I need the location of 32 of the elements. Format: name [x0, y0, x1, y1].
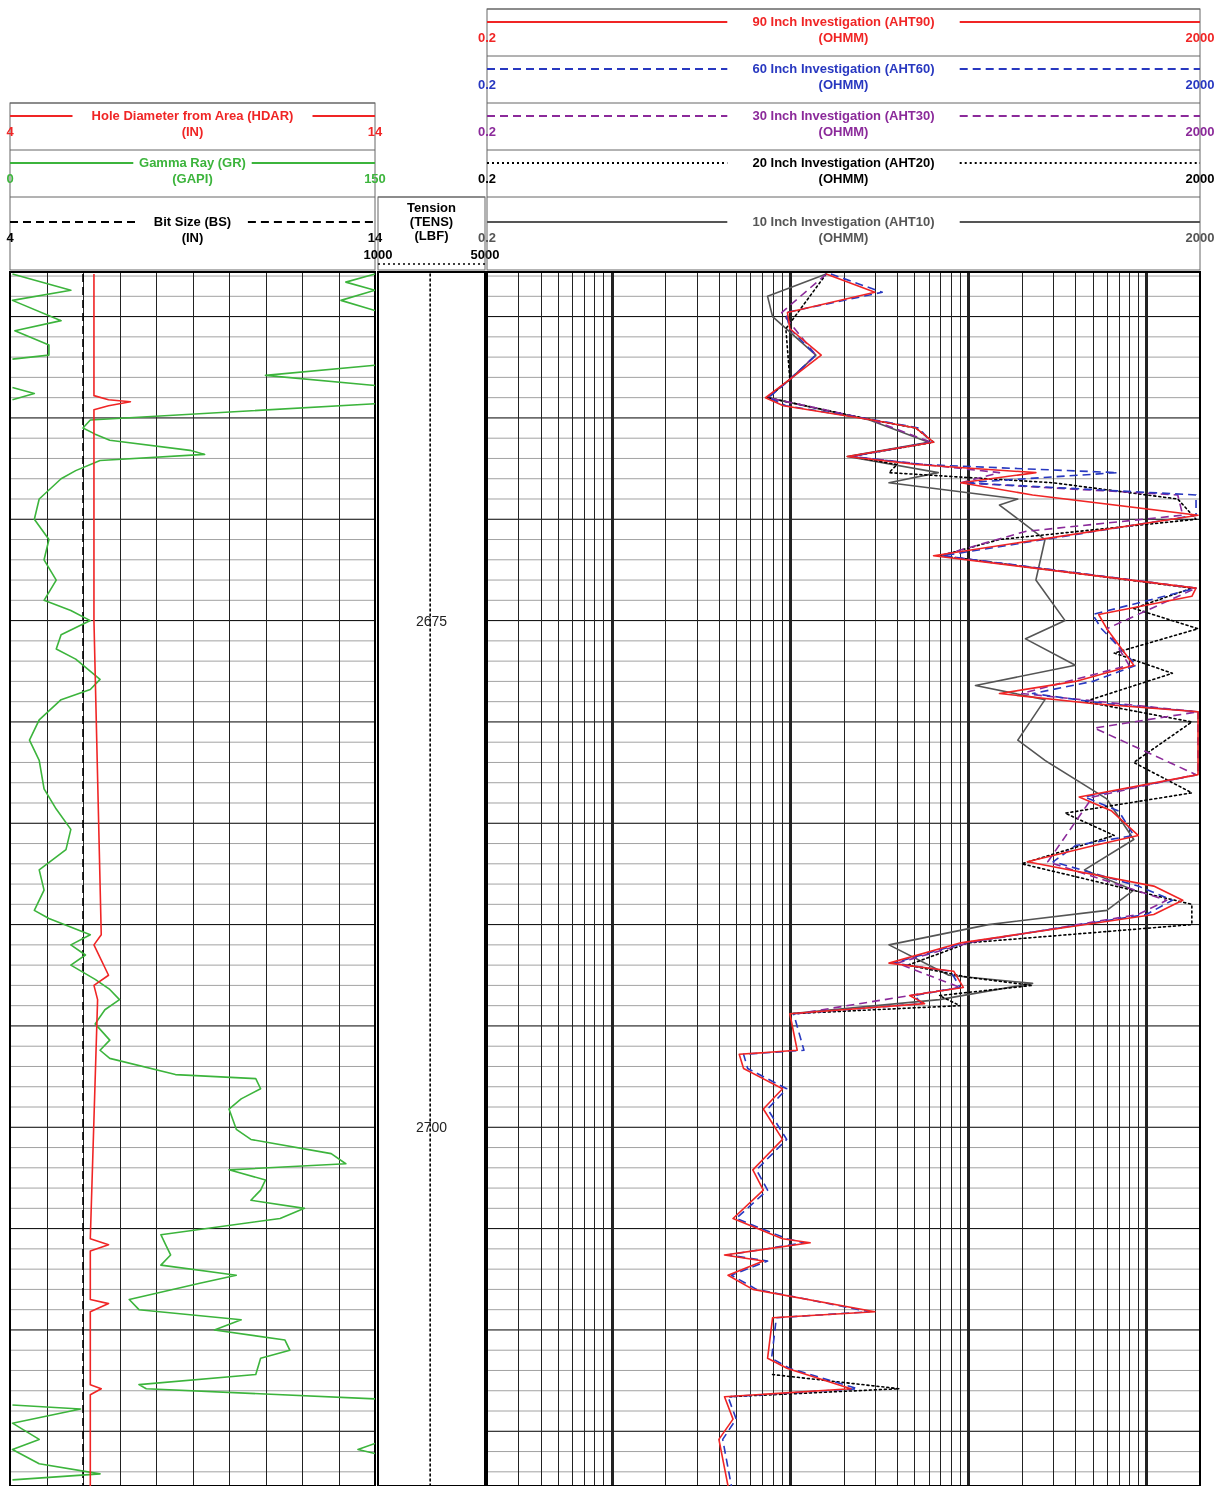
text: Gamma Ray (GR): [139, 155, 246, 170]
text: (OHMM): [818, 77, 869, 92]
x2-tick-label: 0: [6, 171, 14, 186]
x-axis-title: (LBF): [414, 228, 449, 243]
text: 0.2: [477, 230, 497, 245]
text: 2000: [1185, 230, 1215, 245]
text: 90 Inch Investigation (AHT90): [752, 14, 935, 29]
text: 4: [6, 230, 15, 245]
x-axis-title: (IN): [181, 230, 204, 245]
text: 14: [367, 230, 383, 245]
text: Bit Size (BS): [153, 214, 232, 229]
x2-tick-label: 150: [364, 171, 386, 186]
text: Tension (TENS): [407, 200, 456, 229]
text: 2000: [1185, 77, 1215, 92]
x-tick-label: 1000: [363, 247, 393, 262]
x2-axis-title: (GAPI): [172, 171, 213, 186]
text: (OHMM): [818, 124, 869, 139]
text: 10 Inch Investigation (AHT10): [752, 214, 935, 229]
text: 0.2: [477, 30, 497, 45]
y-tick-label: 2700: [415, 1119, 448, 1136]
text: 20 Inch Investigation (AHT20): [752, 155, 935, 170]
x-tick-label: 5000: [470, 247, 500, 262]
text: (OHMM): [818, 30, 869, 45]
text: 0.2: [477, 77, 497, 92]
text: (OHMM): [818, 171, 869, 186]
y-tick-label: 2675: [415, 612, 448, 629]
legend-label: Hole Diameter from Area (HDAR): [91, 108, 294, 123]
text: 30 Inch Investigation (AHT30): [752, 108, 935, 123]
x-axis-title: (OHMM): [818, 230, 869, 245]
text: 60 Inch Investigation (AHT60): [752, 61, 935, 76]
text: (IN): [181, 124, 204, 139]
text: 2000: [1185, 30, 1215, 45]
